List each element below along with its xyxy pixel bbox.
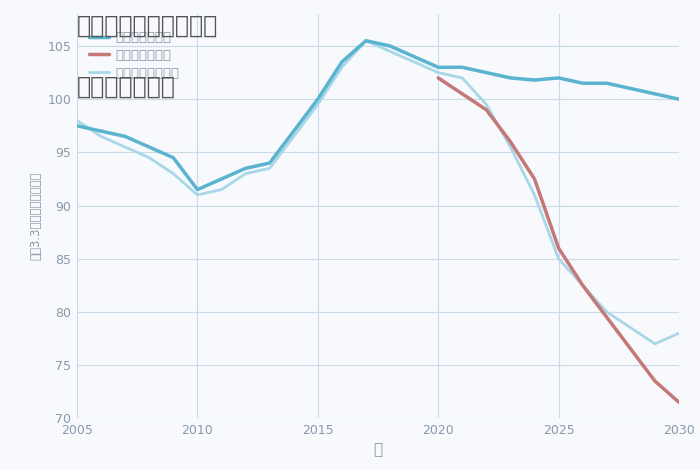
グッドシナリオ [626,86,635,91]
Line: ノーマルシナリオ: ノーマルシナリオ [77,41,679,344]
バッドシナリオ [603,314,611,320]
ノーマルシナリオ [362,38,370,44]
グッドシナリオ [554,75,563,81]
グッドシナリオ [386,43,394,49]
グッドシナリオ [603,80,611,86]
バッドシナリオ [626,346,635,352]
ノーマルシナリオ [675,330,683,336]
ノーマルシナリオ [458,75,466,81]
グッドシナリオ [314,96,322,102]
グッドシナリオ [241,165,250,171]
グッドシナリオ [458,64,466,70]
ノーマルシナリオ [506,144,514,150]
ノーマルシナリオ [482,102,491,107]
ノーマルシナリオ [121,144,130,150]
グッドシナリオ [482,70,491,75]
バッドシナリオ [675,400,683,405]
X-axis label: 年: 年 [373,442,383,457]
ノーマルシナリオ [217,187,225,192]
バッドシナリオ [482,107,491,113]
ノーマルシナリオ [193,192,202,198]
グッドシナリオ [193,187,202,192]
バッドシナリオ [434,75,442,81]
バッドシナリオ [554,245,563,251]
ノーマルシナリオ [578,282,587,288]
グッドシナリオ [265,160,274,166]
ノーマルシナリオ [626,325,635,331]
ノーマルシナリオ [73,118,81,123]
バッドシナリオ [578,282,587,288]
グッドシナリオ [169,155,178,161]
グッドシナリオ [675,96,683,102]
ノーマルシナリオ [554,256,563,262]
バッドシナリオ [506,139,514,145]
ノーマルシナリオ [337,64,346,70]
グッドシナリオ [578,80,587,86]
ノーマルシナリオ [603,309,611,315]
グッドシナリオ [434,64,442,70]
ノーマルシナリオ [434,70,442,75]
ノーマルシナリオ [169,171,178,176]
グッドシナリオ [73,123,81,129]
ノーマルシナリオ [651,341,659,347]
ノーマルシナリオ [531,192,539,198]
ノーマルシナリオ [410,59,419,65]
グッドシナリオ [651,91,659,97]
ノーマルシナリオ [241,171,250,176]
Text: 土地の価格推移: 土地の価格推移 [77,75,176,99]
グッドシナリオ [97,128,105,134]
グッドシナリオ [410,54,419,60]
グッドシナリオ [506,75,514,81]
ノーマルシナリオ [386,48,394,54]
Legend: グッドシナリオ, バッドシナリオ, ノーマルシナリオ: グッドシナリオ, バッドシナリオ, ノーマルシナリオ [87,29,182,82]
グッドシナリオ [337,59,346,65]
ノーマルシナリオ [97,133,105,139]
グッドシナリオ [290,128,298,134]
バッドシナリオ [651,378,659,384]
グッドシナリオ [531,77,539,83]
ノーマルシナリオ [265,165,274,171]
Y-axis label: 坪（3.3㎡）単価（万円）: 坪（3.3㎡）単価（万円） [29,172,42,260]
Text: 兵庫県西宮市里中町の: 兵庫県西宮市里中町の [77,14,218,38]
グッドシナリオ [121,133,130,139]
ノーマルシナリオ [145,155,153,161]
Line: グッドシナリオ: グッドシナリオ [77,41,679,189]
バッドシナリオ [531,176,539,182]
Line: バッドシナリオ: バッドシナリオ [438,78,679,402]
グッドシナリオ [362,38,370,44]
ノーマルシナリオ [290,133,298,139]
ノーマルシナリオ [314,102,322,107]
グッドシナリオ [217,176,225,182]
バッドシナリオ [458,91,466,97]
グッドシナリオ [145,144,153,150]
